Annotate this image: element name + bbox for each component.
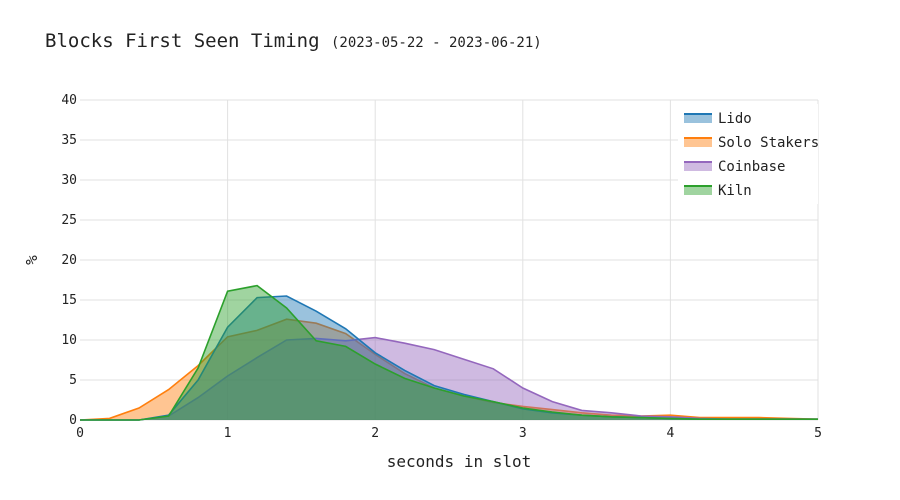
legend-item-kiln[interactable]: Kiln bbox=[684, 183, 752, 199]
legend-item-coinbase[interactable]: Coinbase bbox=[684, 159, 785, 175]
y-tick-label: 25 bbox=[61, 213, 77, 228]
chart-title: Blocks First Seen Timing (2023-05-22 - 2… bbox=[45, 30, 542, 52]
legend-swatch bbox=[684, 113, 712, 123]
series-area-kiln[interactable] bbox=[80, 285, 818, 420]
x-tick-label: 2 bbox=[371, 426, 379, 441]
y-tick-labels: 0 5 10 15 20 25 30 35 40 bbox=[61, 93, 77, 428]
x-tick-labels: 0 1 2 3 4 5 bbox=[76, 426, 822, 441]
y-tick-label: 40 bbox=[61, 93, 77, 108]
y-tick-label: 0 bbox=[69, 413, 77, 428]
x-tick-label: 5 bbox=[814, 426, 822, 441]
series-area-lido[interactable] bbox=[80, 296, 818, 420]
legend-item-lido[interactable]: Lido bbox=[684, 111, 752, 127]
x-axis-title: seconds in slot bbox=[387, 452, 532, 471]
y-tick-label: 30 bbox=[61, 173, 77, 188]
y-tick-label: 35 bbox=[61, 133, 77, 148]
legend-label: Kiln bbox=[718, 183, 752, 199]
series-line-coinbase[interactable] bbox=[80, 336, 818, 421]
legend-label: Lido bbox=[718, 111, 752, 127]
legend[interactable]: Lido Solo Stakers Coinbase Kiln bbox=[678, 104, 819, 204]
x-tick-label: 4 bbox=[666, 426, 674, 441]
x-tick-label: 3 bbox=[519, 426, 527, 441]
legend-swatch bbox=[684, 185, 712, 195]
y-tick-label: 10 bbox=[61, 333, 77, 348]
x-tick-label: 1 bbox=[224, 426, 232, 441]
legend-label: Solo Stakers bbox=[718, 135, 819, 151]
y-tick-label: 15 bbox=[61, 293, 77, 308]
legend-item-solo-stakers[interactable]: Solo Stakers bbox=[684, 135, 819, 151]
chart-title-text: Blocks First Seen Timing bbox=[45, 30, 320, 52]
legend-swatch bbox=[684, 161, 712, 171]
y-tick-label: 20 bbox=[61, 253, 77, 268]
y-tick-label: 5 bbox=[69, 373, 77, 388]
chart-subtitle: (2023-05-22 - 2023-06-21) bbox=[331, 35, 542, 51]
legend-background bbox=[678, 104, 818, 204]
legend-label: Coinbase bbox=[718, 159, 785, 175]
series-area-coinbase[interactable] bbox=[80, 337, 818, 420]
y-axis-title: % bbox=[22, 255, 41, 265]
series-areas bbox=[79, 284, 819, 421]
x-tick-label: 0 bbox=[76, 426, 84, 441]
legend-swatch bbox=[684, 137, 712, 147]
series-area-solo-stakers[interactable] bbox=[80, 319, 818, 420]
series-line-kiln[interactable] bbox=[80, 284, 818, 421]
